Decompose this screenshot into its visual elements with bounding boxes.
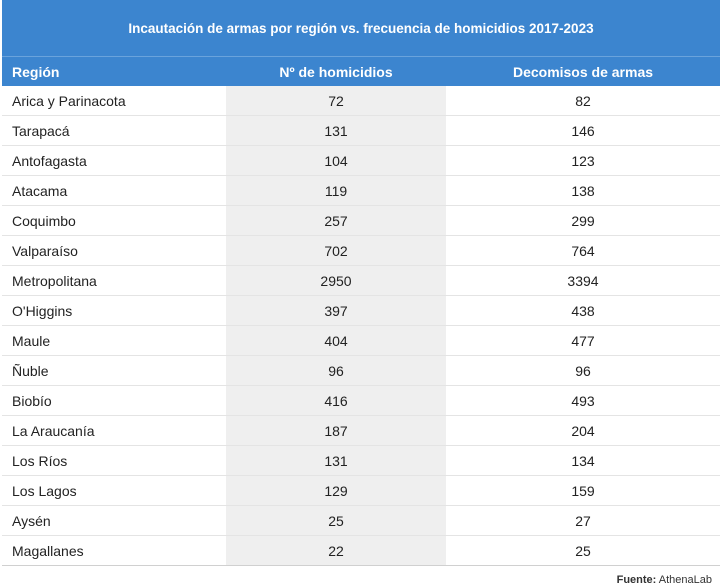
cell-decomisos: 96: [575, 362, 591, 379]
cell-decomisos: 477: [571, 332, 595, 349]
cell-region: Tarapacá: [12, 122, 70, 139]
table-header: Región Nº de homicidios Decomisos de arm…: [2, 56, 720, 86]
cell-decomisos: 3394: [567, 272, 599, 289]
cell-homicidios: 397: [226, 296, 446, 325]
table-row: Los Lagos 129 159: [2, 476, 720, 506]
table-row: O'Higgins 397 438: [2, 296, 720, 326]
table-row: Ñuble 96 96: [2, 356, 720, 386]
cell-region: Atacama: [12, 182, 68, 199]
cell-homicidios: 96: [226, 356, 446, 385]
cell-region: Arica y Parinacota: [12, 92, 126, 109]
cell-region: O'Higgins: [12, 302, 73, 319]
cell-region: Coquimbo: [12, 212, 76, 229]
cell-decomisos: 27: [575, 512, 591, 529]
table-row: Metropolitana 2950 3394: [2, 266, 720, 296]
cell-decomisos: 493: [571, 392, 595, 409]
cell-region: Aysén: [12, 512, 51, 529]
table-row: Biobío 416 493: [2, 386, 720, 416]
column-header-region: Región: [12, 63, 60, 80]
cell-region: Magallanes: [12, 542, 84, 559]
cell-homicidios: 2950: [226, 266, 446, 295]
cell-region: Antofagasta: [12, 152, 87, 169]
cell-homicidios: 25: [226, 506, 446, 535]
table-row: Tarapacá 131 146: [2, 116, 720, 146]
cell-homicidios: 702: [226, 236, 446, 265]
table-row: Maule 404 477: [2, 326, 720, 356]
cell-decomisos: 138: [571, 182, 595, 199]
table-row: Valparaíso 702 764: [2, 236, 720, 266]
table-row: Aysén 25 27: [2, 506, 720, 536]
cell-decomisos: 299: [571, 212, 595, 229]
cell-homicidios: 416: [226, 386, 446, 415]
cell-decomisos: 134: [571, 452, 595, 469]
cell-region: Valparaíso: [12, 242, 78, 259]
cell-region: Maule: [12, 332, 51, 349]
cell-region: Los Ríos: [12, 452, 68, 469]
cell-region: Metropolitana: [12, 272, 97, 289]
cell-decomisos: 82: [575, 92, 591, 109]
cell-decomisos: 438: [571, 302, 595, 319]
table-row: Magallanes 22 25: [2, 536, 720, 565]
table-title: Incautación de armas por región vs. frec…: [2, 0, 720, 56]
cell-region: Los Lagos: [12, 482, 77, 499]
table-row: Los Ríos 131 134: [2, 446, 720, 476]
cell-homicidios: 104: [226, 146, 446, 175]
cell-decomisos: 123: [571, 152, 595, 169]
cell-homicidios: 72: [226, 86, 446, 115]
cell-homicidios: 187: [226, 416, 446, 445]
cell-region: La Araucanía: [12, 422, 95, 439]
cell-decomisos: 764: [571, 242, 595, 259]
source-label: Fuente:: [616, 574, 657, 586]
cell-homicidios: 119: [226, 176, 446, 205]
cell-homicidios: 404: [226, 326, 446, 355]
source-value: AthenaLab: [658, 574, 712, 586]
table-bottom-divider: [2, 565, 720, 566]
cell-decomisos: 204: [571, 422, 595, 439]
cell-decomisos: 25: [575, 542, 591, 559]
cell-homicidios: 22: [226, 536, 446, 565]
column-header-homicidios: Nº de homicidios: [279, 63, 393, 80]
cell-region: Ñuble: [12, 362, 49, 379]
table-row: Antofagasta 104 123: [2, 146, 720, 176]
cell-decomisos: 159: [571, 482, 595, 499]
source-note: Fuente: AthenaLab: [2, 574, 720, 586]
cell-homicidios: 129: [226, 476, 446, 505]
cell-homicidios: 257: [226, 206, 446, 235]
table-row: La Araucanía 187 204: [2, 416, 720, 446]
cell-region: Biobío: [12, 392, 52, 409]
column-header-decomisos: Decomisos de armas: [512, 63, 654, 80]
table-body: Arica y Parinacota 72 82 Tarapacá 131 146 Anto…: [2, 86, 720, 565]
table-row: Atacama 119 138: [2, 176, 720, 206]
cell-decomisos: 146: [571, 122, 595, 139]
table-row: Arica y Parinacota 72 82: [2, 86, 720, 116]
cell-homicidios: 131: [226, 446, 446, 475]
cell-homicidios: 131: [226, 116, 446, 145]
table-row: Coquimbo 257 299: [2, 206, 720, 236]
